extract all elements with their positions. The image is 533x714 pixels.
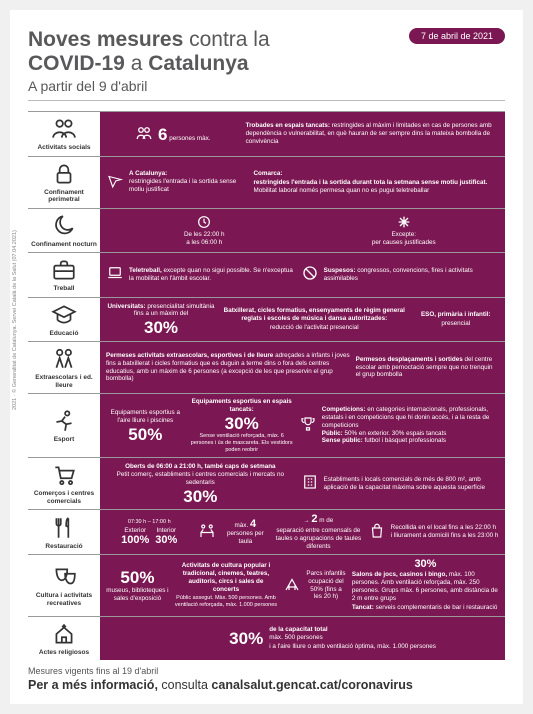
side-credit: 2021 · © Generalitat de Catalunya. Serve… [12,230,18,410]
graduation-icon [51,302,77,328]
cat-perimetral: Confinament perimetral [28,157,100,208]
row-perimetral: Confinament perimetral A Catalunya:restr… [28,156,505,208]
people-icon [51,116,77,142]
footer-more-info: Per a més informació, consulta canalsalu… [28,678,505,692]
cat-social: Activitats socials [28,112,100,155]
moon-icon [51,213,77,239]
clock-icon [196,214,212,230]
building-icon [301,473,319,491]
row-extra: Extraescolars i ed. lleure Permeses acti… [28,341,505,393]
cart-icon [51,462,77,488]
subtitle: A partir del 9 d'abril [28,78,505,101]
runner-icon [51,408,77,434]
row-social: Activitats socials 6 persones màx. Troba… [28,111,505,155]
people-small-icon [135,124,153,142]
cat-restauracio: Restauració [28,510,100,554]
children-icon [51,346,77,372]
row-esport: Esport Equipaments esportius a l'aire ll… [28,393,505,457]
map-icon [106,172,124,190]
cat-treball: Treball [28,253,100,296]
briefcase-icon [51,257,77,283]
footer-validity: Mesures vigents fins al 19 d'abril [28,666,505,676]
row-educacio: Educació Universitats: presencialitat si… [28,297,505,341]
church-icon [51,621,77,647]
cat-comercos: Comerços i centres comercials [28,458,100,509]
row-treball: Treball Teletreball, excepte quan no sig… [28,252,505,296]
cat-extra: Extraescolars i ed. lleure [28,342,100,393]
laptop-icon [106,264,124,282]
row-religio: Actes religiosos 30% de la capacitat tot… [28,616,505,660]
cancel-icon [301,264,319,282]
table-people-icon [198,522,216,540]
date-pill: 7 de abril de 2021 [409,28,505,44]
asterisk-icon [396,214,412,230]
row-restauracio: Restauració 07:30 h – 17:00 h Exterior10… [28,509,505,554]
row-cultura: Cultura i activitats recreatives 50% mus… [28,554,505,615]
row-comercos: Comerços i centres comercials Oberts de … [28,457,505,509]
cutlery-icon [51,515,77,541]
bag-icon [368,522,386,540]
cat-cultura: Cultura i activitats recreatives [28,555,100,615]
trophy-icon [299,415,317,433]
cat-religio: Actes religiosos [28,617,100,660]
theatre-icon [51,564,77,590]
row-nocturn: Confinament nocturn De les 22:00 h a les… [28,208,505,252]
lock-icon [51,161,77,187]
infographic-page: 7 de abril de 2021 Noves mesures contra … [10,10,523,704]
playground-icon [283,575,301,593]
cat-educacio: Educació [28,298,100,341]
cat-esport: Esport [28,394,100,457]
cat-nocturn: Confinament nocturn [28,209,100,252]
